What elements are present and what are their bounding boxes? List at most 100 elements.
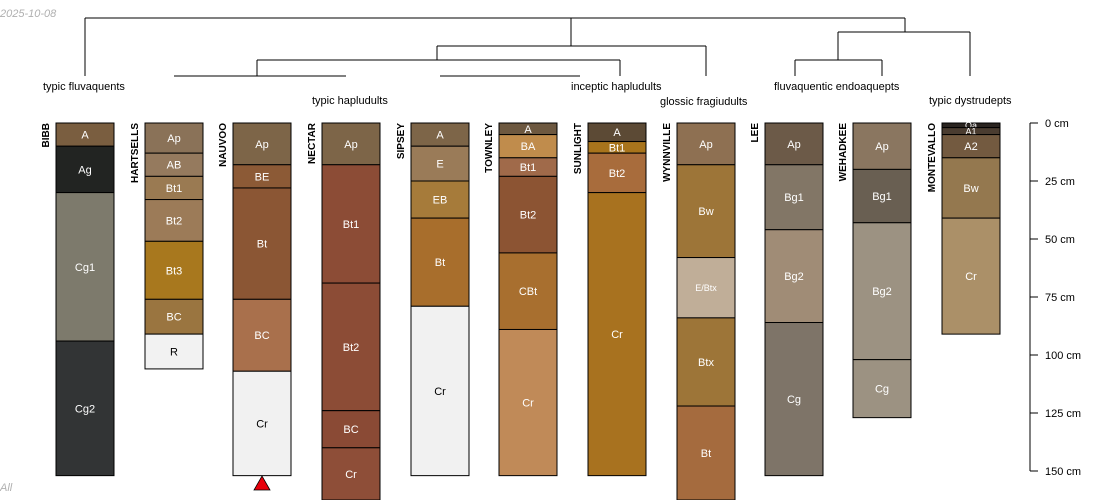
- group-label: glossic fragiudults: [660, 96, 748, 108]
- horizon-bar: [410, 180, 470, 219]
- horizon-bar: [232, 370, 292, 477]
- truncation-marker: [253, 475, 271, 491]
- horizon-label: Cg: [875, 384, 889, 396]
- horizon-label: Bt2: [343, 342, 360, 354]
- horizon-bar: [321, 447, 381, 500]
- horizon-label: Bg2: [784, 271, 804, 283]
- horizon-label: Ap: [167, 133, 180, 145]
- horizon-label: EB: [433, 195, 448, 207]
- horizon-label: Bt2: [520, 210, 537, 222]
- profile-name-label: TOWNLEY: [484, 123, 495, 173]
- horizon-bar: [232, 187, 292, 300]
- dendrogram: [84, 17, 971, 77]
- horizon-label: AB: [167, 160, 182, 172]
- horizon-label: Bt: [257, 239, 267, 251]
- horizon-bar: [941, 217, 1001, 335]
- horizon-label: Bt2: [609, 168, 626, 180]
- horizon-label: Cg: [787, 394, 801, 406]
- horizon-bar: [852, 359, 912, 419]
- profile-name-label: SUNLIGHT: [573, 123, 584, 174]
- horizon-label: Bt3: [166, 265, 183, 277]
- horizon-label: Cg1: [75, 262, 95, 274]
- horizon-label: BA: [521, 141, 536, 153]
- horizon-bar: [410, 145, 470, 182]
- horizon-bar: [321, 122, 381, 166]
- horizon-bar: [676, 164, 736, 259]
- horizon-bar: [498, 328, 558, 477]
- horizon-label: A2: [964, 141, 977, 153]
- horizon-bar: [321, 282, 381, 412]
- horizon-bar: [232, 298, 292, 372]
- group-label: inceptic hapludults: [571, 81, 662, 93]
- horizon-bar: [676, 122, 736, 166]
- profile-name-label: SIPSEY: [396, 123, 407, 159]
- horizon-label: A: [524, 124, 532, 136]
- profile-name-label: NAUVOO: [218, 123, 229, 167]
- horizon-bar: [55, 145, 115, 194]
- profile-townley: A BA Bt1 Bt2 CBt Cr TOWNLEY: [484, 122, 558, 477]
- horizon-label: Ap: [787, 139, 800, 151]
- depth-tick-label: 100 cm: [1045, 350, 1081, 362]
- horizon-label: Bt1: [166, 183, 183, 195]
- horizon-label: R: [170, 346, 178, 358]
- horizon-bar: [144, 298, 204, 335]
- profile-name-label: NECTAR: [307, 122, 318, 164]
- horizon-label: Bt2: [166, 215, 183, 227]
- horizon-label: E: [436, 159, 443, 171]
- profile-name-label: MONTEVALLO: [927, 123, 938, 192]
- profile-nauvoo: Ap BE Bt BC Cr NAUVOO: [218, 122, 292, 477]
- profile-sipsey: A E EB Bt Cr SIPSEY: [396, 122, 470, 477]
- horizon-bar: [321, 164, 381, 284]
- depth-tick-label: 50 cm: [1045, 234, 1075, 246]
- horizon-label: Bt: [701, 448, 711, 460]
- horizon-label: CBt: [519, 286, 537, 298]
- horizon-label: Ap: [875, 141, 888, 153]
- horizon-bar: [587, 192, 647, 477]
- horizon-label: Cr: [522, 398, 534, 410]
- horizon-label: Cr: [434, 386, 446, 398]
- depth-axis: 0 cm 25 cm 50 cm 75 cm 100 cm 125 cm 150 cm: [1029, 118, 1081, 478]
- horizon-bar: [852, 168, 912, 224]
- horizon-bar: [410, 217, 470, 307]
- profile-sunlight: A Bt1 Bt2 Cr SUNLIGHT: [573, 122, 647, 477]
- horizon-bar: [764, 164, 824, 231]
- horizon-label: BC: [343, 424, 358, 436]
- horizon-bar: [676, 405, 736, 500]
- horizon-bar: [764, 122, 824, 166]
- horizon-label: Bw: [698, 206, 713, 218]
- profile-wehadkee: Ap Bg1 Bg2 Cg WEHADKEE: [838, 122, 912, 419]
- horizon-bar: [55, 192, 115, 342]
- horizon-label: A: [81, 130, 89, 142]
- horizon-bar: [144, 199, 204, 242]
- horizon-label: Cg2: [75, 403, 95, 415]
- horizon-label: Bt: [435, 257, 445, 269]
- horizon-label: Cr: [345, 469, 357, 481]
- horizon-label: BE: [255, 171, 270, 183]
- depth-tick-label: 150 cm: [1045, 466, 1081, 478]
- horizon-bar: [144, 333, 204, 370]
- profile-name-label: WYNNVILLE: [662, 123, 673, 182]
- horizon-label: Bt1: [609, 142, 626, 154]
- profile-name-label: BIBB: [41, 123, 52, 147]
- profile-bibb: A Ag Cg1 Cg2 BIBB: [41, 122, 115, 477]
- horizon-bar: [764, 322, 824, 477]
- horizon-bar: [498, 175, 558, 254]
- profile-nectar: Ap Bt1 Bt2 BC Cr NECTAR: [307, 122, 381, 500]
- horizon-bar: [232, 122, 292, 166]
- date-stamp: 2025-10-08: [0, 8, 57, 20]
- horizon-label: Ap: [699, 139, 712, 151]
- horizon-bar: [144, 122, 204, 154]
- horizon-bar: [410, 305, 470, 477]
- horizon-label: Bg1: [784, 192, 804, 204]
- horizon-label: A: [613, 127, 621, 139]
- profile-name-label: HARTSELLS: [130, 123, 141, 183]
- profile-name-label: WEHADKEE: [838, 123, 849, 182]
- horizon-label: Bt1: [520, 162, 537, 174]
- horizon-bar: [676, 317, 736, 407]
- depth-tick-label: 125 cm: [1045, 408, 1081, 420]
- group-label: typic hapludults: [312, 95, 388, 107]
- horizon-label: Cr: [256, 418, 268, 430]
